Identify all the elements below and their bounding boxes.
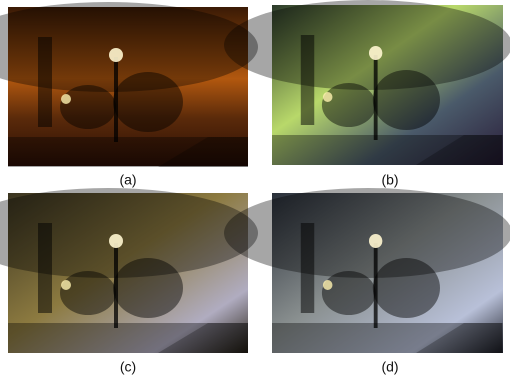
- panel-a-image: [0, 2, 258, 167]
- caption: (c): [120, 359, 136, 375]
- caption: (a): [119, 172, 136, 188]
- figure: (a) (b) (c) (d): [0, 0, 510, 378]
- caption: (d): [381, 359, 398, 375]
- panel-d-image: [224, 188, 510, 353]
- caption: (b): [381, 172, 398, 188]
- panel-c-image: [0, 188, 258, 353]
- panel-b-image: [224, 0, 510, 165]
